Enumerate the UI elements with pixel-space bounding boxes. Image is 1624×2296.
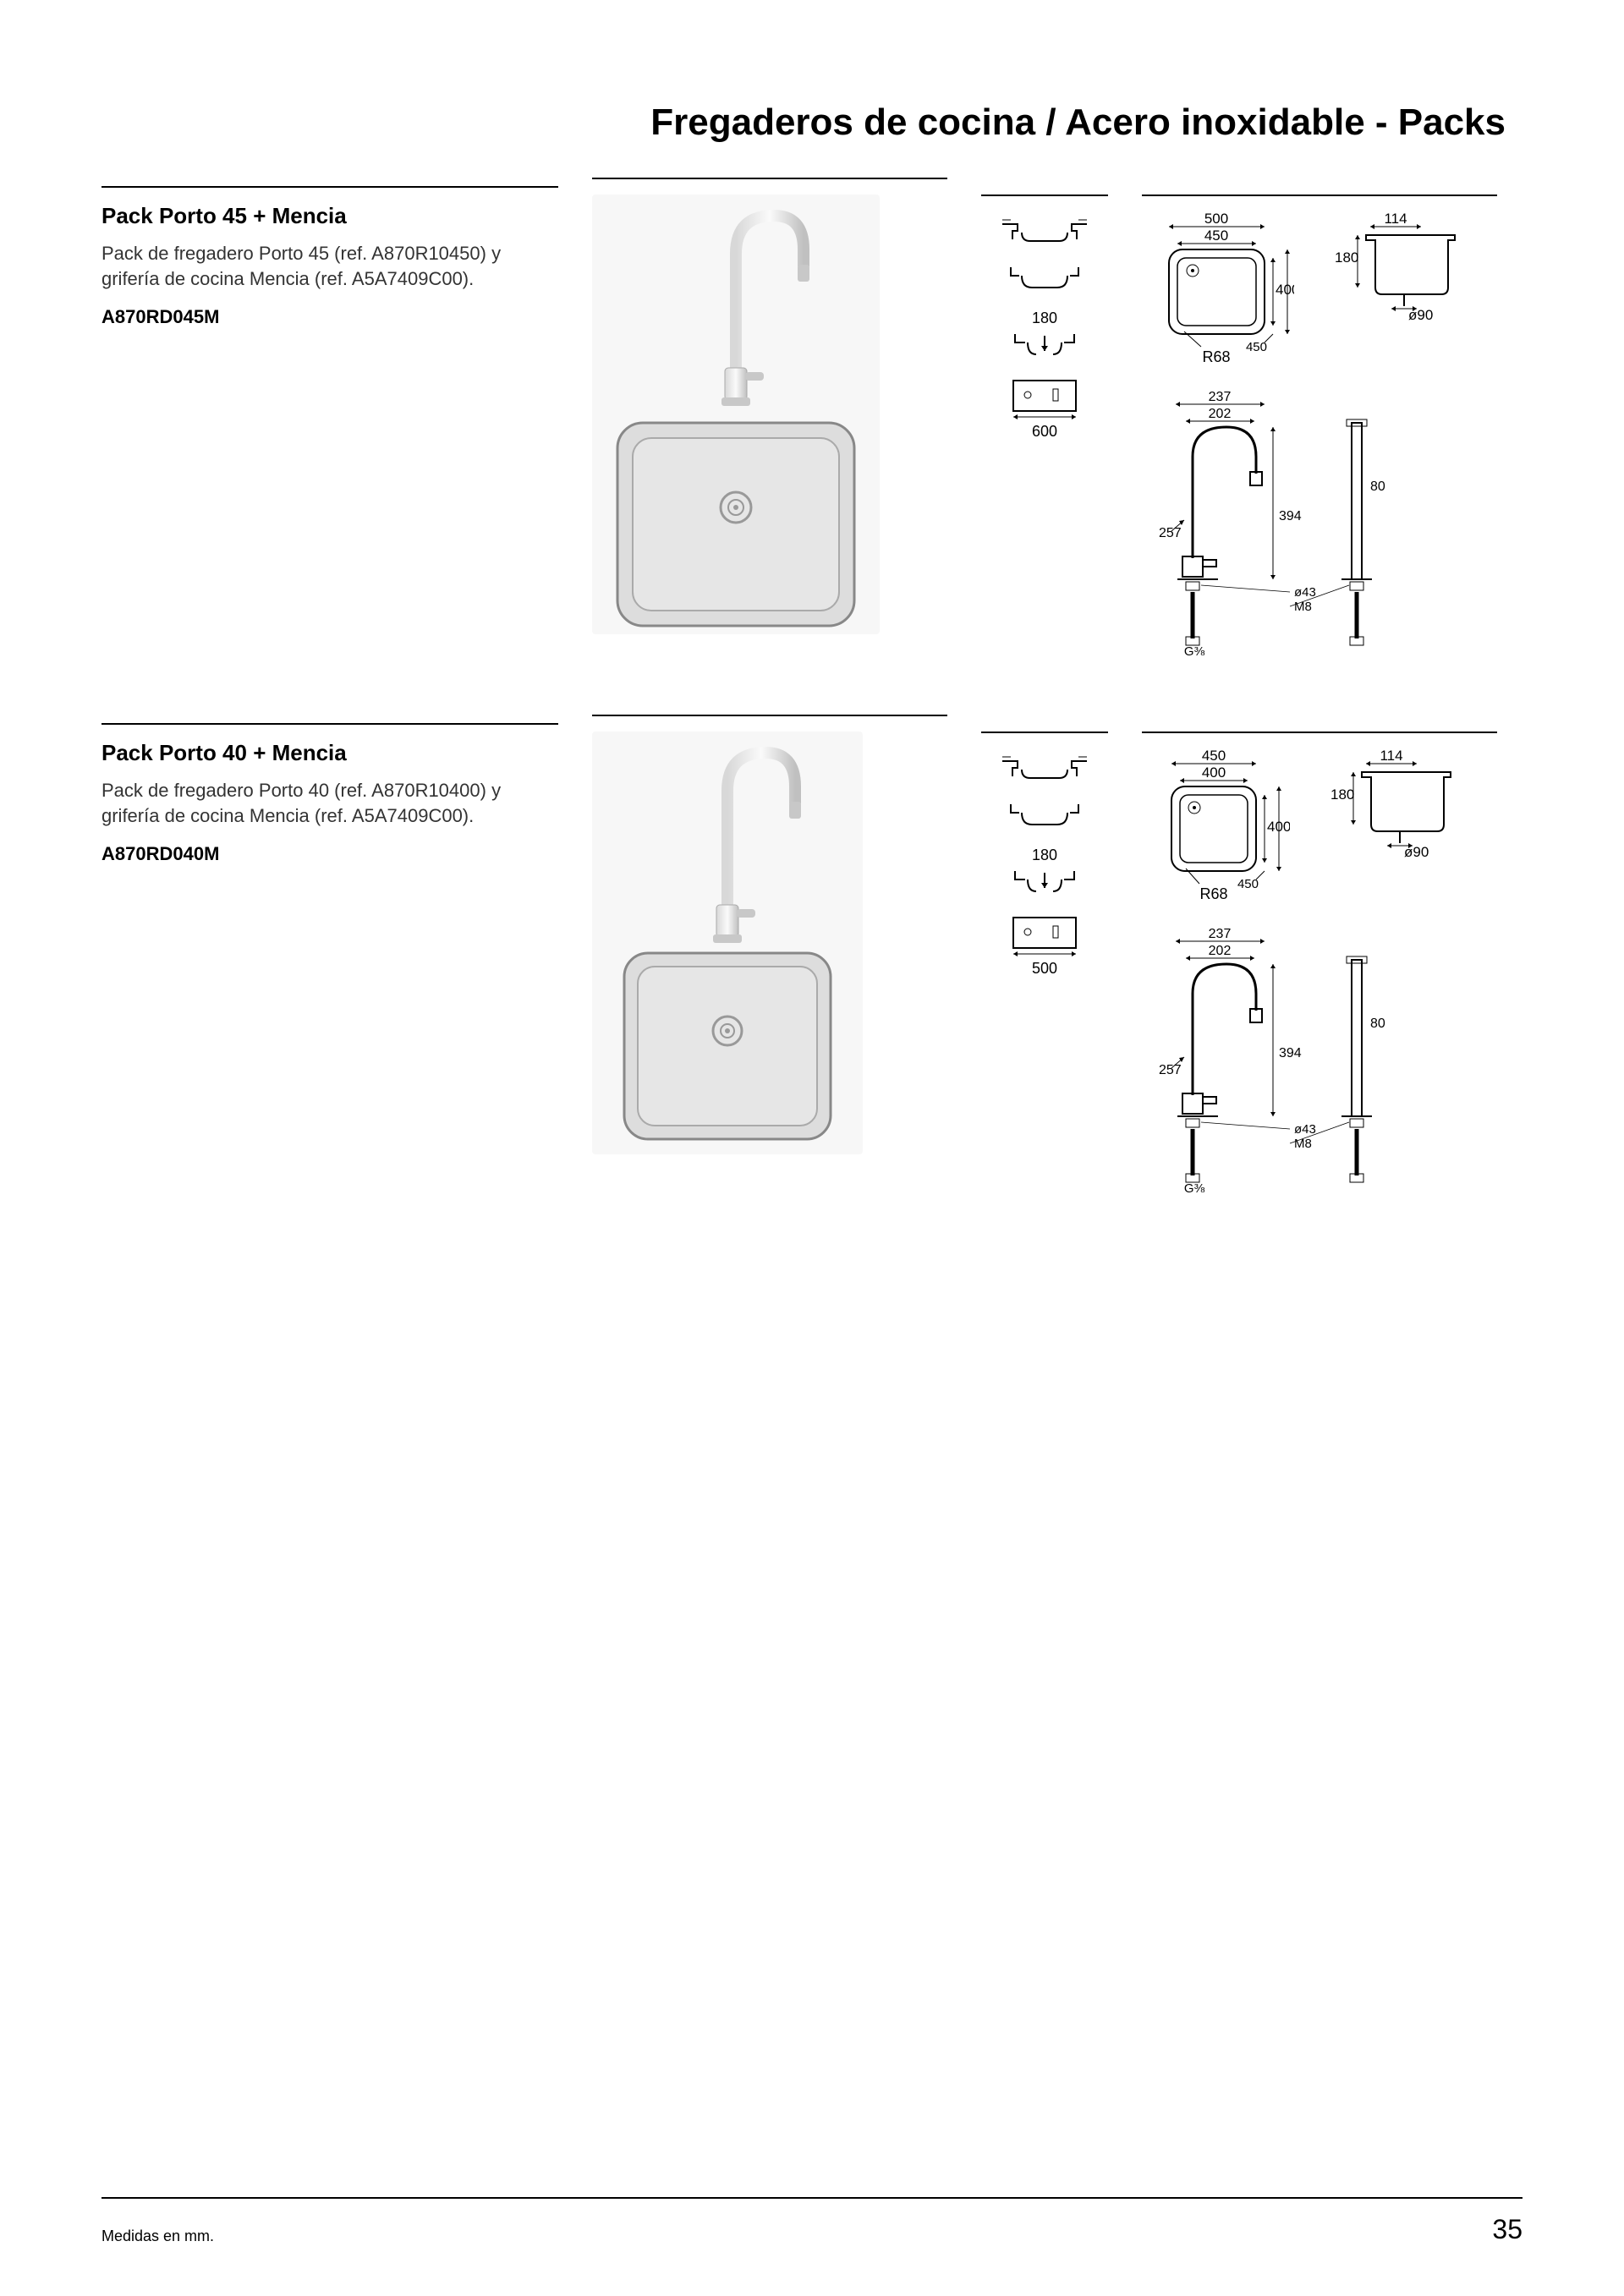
svg-text:114: 114 [1384,211,1407,227]
svg-text:80: 80 [1370,479,1385,494]
product-title: Pack Porto 40 + Mencia [102,740,558,766]
svg-text:114: 114 [1380,748,1402,764]
svg-text:237: 237 [1209,390,1232,404]
dimension-diagrams-column: 450 400 400 450 R68 114 [1142,715,1497,1201]
svg-text:257: 257 [1159,1063,1182,1077]
svg-text:ø43: ø43 [1294,585,1316,600]
sink-section-diagram-icon: 114 180 ø90 [1315,748,1459,875]
svg-text:450: 450 [1202,748,1226,764]
product-text-column: Pack Porto 45 + Mencia Pack de fregadero… [102,178,558,328]
overflow-diagram-icon: 180 [981,847,1108,898]
product-image-column [592,715,947,1159]
product-reference: A870RD040M [102,843,558,865]
overflow-diagram-icon: 180 [981,310,1108,361]
product-description: Pack de fregadero Porto 40 (ref. A870R10… [102,778,558,828]
page-number: 35 [1492,2214,1522,2245]
page-footer: Medidas en mm. 35 [102,2197,1522,2245]
sink-render-icon [592,195,880,634]
svg-text:257: 257 [1159,526,1182,540]
cabinet-diagram-icon: 500 [981,913,1108,978]
dimension-diagrams-column: 500 450 400 450 R68 114 [1142,178,1497,664]
footer-note: Medidas en mm. [102,2228,214,2245]
svg-text:ø43: ø43 [1294,1122,1316,1137]
svg-text:394: 394 [1279,1046,1302,1060]
product-description: Pack de fregadero Porto 45 (ref. A870R10… [102,241,558,291]
svg-text:450: 450 [1246,340,1267,354]
svg-text:G⅜: G⅜ [1184,1181,1205,1196]
svg-text:R68: R68 [1202,348,1230,365]
cabinet-diagram-icon: 600 [981,376,1108,441]
section-diagrams-column: 180 600 [981,178,1108,456]
mount-diagram-1-icon [981,211,1108,245]
svg-text:400: 400 [1276,282,1294,298]
svg-text:394: 394 [1279,509,1302,523]
svg-text:450: 450 [1237,877,1259,891]
product-title: Pack Porto 45 + Mencia [102,203,558,229]
mount-diagram-2-icon [981,260,1108,294]
section-diagrams-column: 180 500 [981,715,1108,993]
sink-section-diagram-icon: 114 180 ø90 [1320,211,1463,338]
tap-diagram-icon: 237 202 257 394 [1142,389,1446,660]
svg-text:202: 202 [1209,944,1232,958]
svg-text:G⅜: G⅜ [1184,644,1205,659]
product-row: Pack Porto 45 + Mencia Pack de fregadero… [102,178,1522,664]
svg-text:80: 80 [1370,1016,1385,1031]
product-reference: A870RD045M [102,306,558,328]
svg-text:ø90: ø90 [1408,307,1433,323]
svg-text:237: 237 [1209,927,1232,941]
svg-text:180: 180 [1330,786,1354,803]
svg-text:180: 180 [1335,249,1358,266]
sink-render-icon [592,732,863,1154]
product-image-column [592,178,947,638]
page-title: Fregaderos de cocina / Acero inoxidable … [102,101,1522,144]
svg-text:500: 500 [1204,211,1228,227]
tap-diagram-icon: 237 202 257 394 G⅜ [1142,926,1446,1197]
svg-text:202: 202 [1209,407,1232,421]
mount-diagram-2-icon [981,797,1108,831]
svg-text:450: 450 [1204,227,1228,244]
svg-text:400: 400 [1202,764,1226,781]
sink-topview-diagram-icon: 450 400 400 450 R68 [1142,748,1290,909]
sink-topview-diagram-icon: 500 450 400 450 R68 [1142,211,1294,372]
svg-text:R68: R68 [1199,885,1227,902]
mount-diagram-1-icon [981,748,1108,782]
svg-text:ø90: ø90 [1404,844,1429,860]
product-row: Pack Porto 40 + Mencia Pack de fregadero… [102,715,1522,1201]
product-text-column: Pack Porto 40 + Mencia Pack de fregadero… [102,715,558,865]
